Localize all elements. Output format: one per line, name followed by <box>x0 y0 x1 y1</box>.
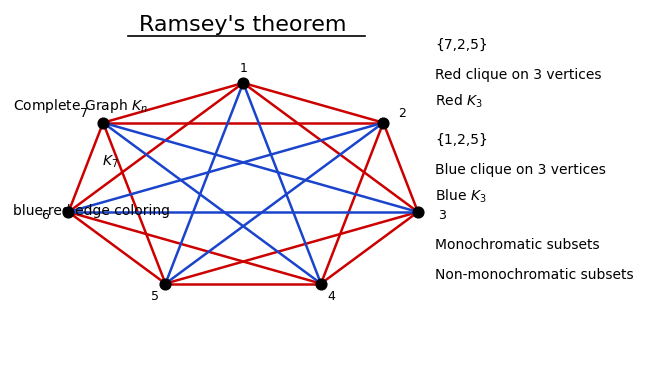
Text: 3: 3 <box>437 209 446 222</box>
Text: {1,2,5}: {1,2,5} <box>435 132 488 147</box>
Text: Blue $K_3$: Blue $K_3$ <box>435 187 487 205</box>
Point <box>97 120 108 126</box>
Text: Red $K_3$: Red $K_3$ <box>435 93 483 110</box>
Text: 5: 5 <box>151 290 159 303</box>
Point <box>160 280 171 287</box>
Point <box>238 80 249 86</box>
Text: {7,2,5}: {7,2,5} <box>435 38 488 52</box>
Text: 2: 2 <box>398 107 407 120</box>
Text: 1: 1 <box>239 62 247 75</box>
Text: Ramsey's theorem: Ramsey's theorem <box>140 15 347 35</box>
Text: $K_7$: $K_7$ <box>102 154 119 170</box>
Text: 6: 6 <box>41 209 49 222</box>
Point <box>63 209 74 215</box>
Text: Blue clique on 3 vertices: Blue clique on 3 vertices <box>435 162 606 177</box>
Point <box>378 120 388 126</box>
Text: Red clique on 3 vertices: Red clique on 3 vertices <box>435 68 601 83</box>
Text: Non-monochromatic subsets: Non-monochromatic subsets <box>435 268 634 282</box>
Point <box>413 209 423 215</box>
Point <box>316 280 327 287</box>
Text: Complete Graph $K_n$: Complete Graph $K_n$ <box>13 97 148 115</box>
Text: Monochromatic subsets: Monochromatic subsets <box>435 238 600 252</box>
Text: 4: 4 <box>327 290 335 303</box>
Text: 7: 7 <box>80 107 88 120</box>
Text: blue-red edge coloring: blue-red edge coloring <box>13 204 170 218</box>
